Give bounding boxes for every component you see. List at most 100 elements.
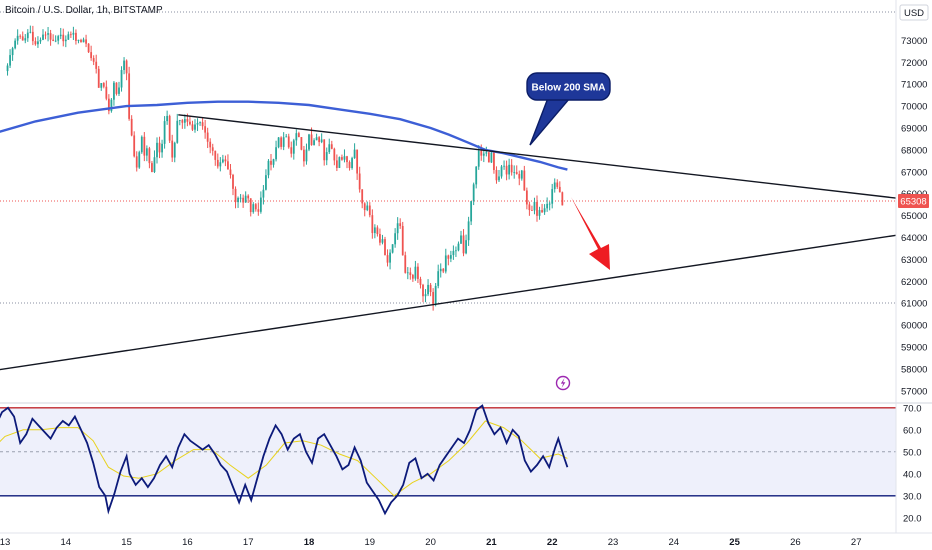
candle-body [447,255,450,259]
candle-body [37,41,39,45]
candle-body [493,152,495,170]
candle-body [59,34,62,37]
candle-body [531,210,533,211]
candle-body [272,159,275,165]
rsi-tick-label: 70.0 [903,403,922,414]
rsi-pane[interactable] [0,404,896,516]
price-tick-label: 57000 [901,386,927,397]
candle-body [275,147,277,160]
candle-body [47,33,49,35]
time-tick-label: 16 [182,537,193,548]
price-pane[interactable]: Below 200 SMA Bitcoin / U.S. Dollar, 1h,… [0,5,897,391]
price-scale[interactable]: USD 73000 72000 71000 70000 69000 68000 67000 6… [895,0,929,533]
candle-body [427,284,429,295]
candle-body [379,234,381,243]
callout-box [526,72,611,101]
price-tick-label: 58000 [901,364,927,375]
candle-body [558,186,561,193]
candle-body [457,243,460,251]
time-tick-label: 22 [547,537,558,548]
candle-body [39,39,42,42]
candle-body [449,255,452,259]
candle-body [325,152,328,161]
candle-body [201,122,204,127]
candle-body [361,189,364,204]
candle-body [401,226,404,256]
candle-body [482,153,485,156]
candle-body [259,197,262,212]
candle-body [227,161,229,170]
time-tick-label: 25 [729,537,740,548]
price-tick-label: 65000 [901,211,927,222]
candle-body [26,32,29,39]
candle-body [525,190,528,205]
candle-body [477,150,480,167]
price-tick-label: 61000 [901,299,927,310]
rsi-tick-label: 40.0 [903,469,922,480]
candle-body [183,119,186,123]
candle-body [513,172,516,173]
candle-body [44,34,47,36]
candle-body [303,149,305,162]
candle-body [9,55,11,66]
candle-body [335,160,338,168]
candle-body [234,188,237,203]
candle-body [406,272,409,274]
candle-body [204,126,207,133]
candle-body [508,164,511,175]
candle-body [333,148,336,161]
candle-body [31,31,34,42]
candle-body [143,136,146,156]
candle-body [460,235,462,244]
candle-body [472,184,475,202]
time-axis[interactable]: 13 14 15 16 17 18 19 20 21 22 23 24 25 26 27 [0,532,932,548]
price-tick-labels: 7300072000710007000069000680006700066000… [901,36,927,397]
candle-body [551,189,554,204]
candle-body [487,152,490,163]
candle-body [536,201,538,216]
candle-body [214,150,217,160]
currency-button[interactable]: USD [899,4,929,21]
candle-body [34,41,37,45]
candle-body [19,35,22,37]
chart-title: Bitcoin / U.S. Dollar, 1h, BITSTAMP [5,5,163,16]
candle-body [422,284,424,297]
candle-body [548,203,551,205]
time-tick-label: 20 [425,537,436,548]
candle-body [414,266,417,279]
candle-body [85,39,87,44]
candle-body [62,34,65,42]
candle-body [411,275,414,279]
candle-body [356,149,359,174]
candle-body [257,209,260,212]
price-tick-label: 59000 [901,343,927,354]
candlestick-series [6,25,564,311]
candle-body [371,215,374,234]
lightning-icon-bolt [560,378,566,388]
candle-body [80,39,82,43]
price-tick-label: 67000 [901,167,927,178]
down-arrow-icon [571,197,610,270]
price-tick-label: 71000 [901,80,927,91]
candle-body [538,210,541,216]
trendline-group [0,114,897,371]
time-tick-label: 27 [851,537,862,548]
price-tick-label: 73000 [901,36,927,47]
candle-body [153,157,156,172]
candle-body [229,169,232,175]
candle-body [186,119,189,122]
candle-body [515,172,518,174]
candle-body [368,205,371,216]
candle-body [358,173,361,190]
candle-body [14,40,17,49]
price-tick-label: 69000 [901,124,927,135]
candle-body [341,157,343,160]
candle-body [128,73,131,119]
candle-body [384,239,386,256]
lightning-icon[interactable] [555,375,571,391]
candle-body [194,124,196,130]
candle-body [533,201,536,211]
candle-body [467,221,470,241]
candle-body [90,52,93,59]
